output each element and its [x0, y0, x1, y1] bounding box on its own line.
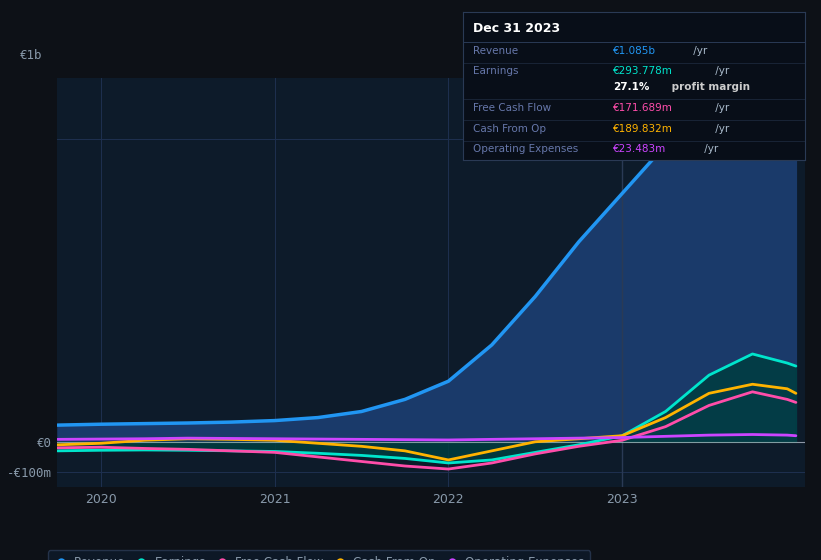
Text: €1.085b: €1.085b [613, 46, 657, 56]
Text: €23.483m: €23.483m [613, 144, 667, 155]
Text: Revenue: Revenue [473, 46, 518, 56]
Text: profit margin: profit margin [668, 82, 750, 92]
Text: /yr: /yr [690, 46, 708, 56]
Text: /yr: /yr [712, 66, 729, 76]
Text: Operating Expenses: Operating Expenses [473, 144, 579, 155]
Text: 27.1%: 27.1% [613, 82, 650, 92]
Text: €1b: €1b [21, 49, 43, 62]
Text: €293.778m: €293.778m [613, 66, 673, 76]
Text: Earnings: Earnings [473, 66, 519, 76]
Text: €171.689m: €171.689m [613, 103, 673, 113]
Text: Cash From Op: Cash From Op [473, 124, 546, 134]
Text: Dec 31 2023: Dec 31 2023 [473, 22, 561, 35]
Text: /yr: /yr [701, 144, 718, 155]
Text: Free Cash Flow: Free Cash Flow [473, 103, 552, 113]
Text: €189.832m: €189.832m [613, 124, 673, 134]
Legend: Revenue, Earnings, Free Cash Flow, Cash From Op, Operating Expenses: Revenue, Earnings, Free Cash Flow, Cash … [48, 550, 590, 560]
Text: /yr: /yr [712, 103, 729, 113]
Text: /yr: /yr [712, 124, 729, 134]
